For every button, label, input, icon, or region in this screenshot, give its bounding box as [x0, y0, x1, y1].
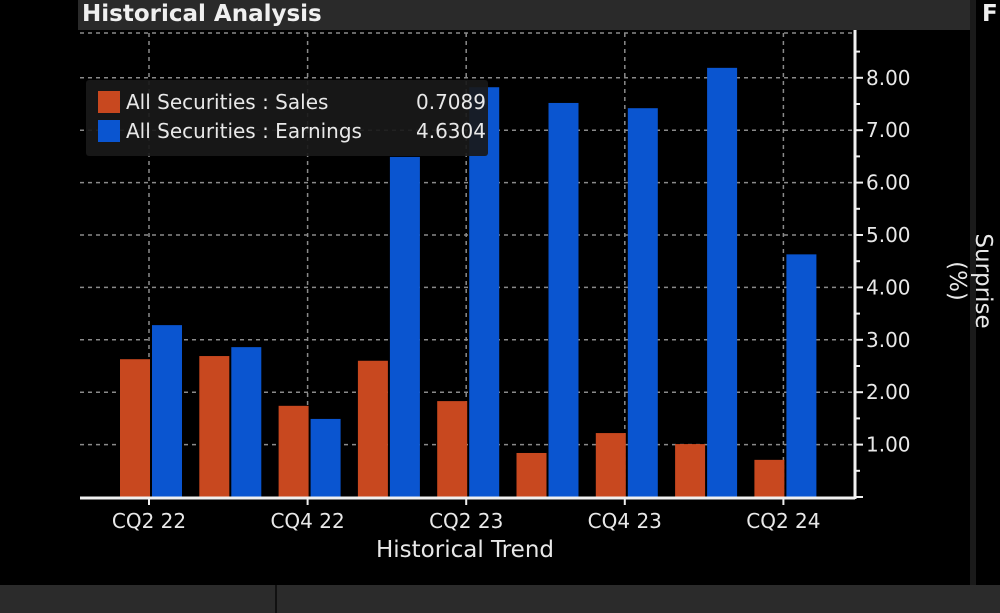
- bar-earnings-cq1-24: [707, 67, 738, 498]
- bar-earnings-cq2-22: [152, 325, 182, 497]
- y-axis-label: Surprise (%): [944, 233, 996, 329]
- y-tick-label: 1.00: [866, 433, 911, 457]
- y-tick-label: 8.00: [866, 66, 911, 90]
- x-tick-label: CQ2 24: [746, 509, 820, 533]
- x-axis-label: Historical Trend: [376, 537, 554, 563]
- bar-earnings-cq2-24: [786, 254, 817, 497]
- bar-chart: CQ2 22 CQ4 22 CQ2 23 CQ4 23 CQ2 24 1.00 2.00 3.…: [80, 30, 911, 533]
- adjacent-panel-title: F: [982, 1, 998, 27]
- legend-item-sales[interactable]: All Securities : Sales 0.7089: [98, 90, 486, 114]
- y-tick-label: 2.00: [866, 380, 911, 404]
- legend-item-earnings[interactable]: All Securities : Earnings 4.6304: [98, 119, 486, 143]
- bar-earnings-cq4-22: [310, 418, 341, 497]
- bar-sales-cq2-22: [120, 359, 150, 497]
- x-tick-label: CQ4 22: [270, 509, 344, 533]
- bottom-bar-divider: [275, 585, 277, 613]
- legend-value-sales: 0.7089: [416, 90, 486, 114]
- bar-sales-cq3-22: [199, 356, 230, 497]
- bar-sales-cq4-23: [595, 433, 626, 497]
- legend-value-earnings: 4.6304: [416, 119, 486, 143]
- x-tick-label: CQ4 23: [588, 509, 662, 533]
- legend-swatch-sales: [98, 91, 120, 113]
- bar-sales-cq2-23: [437, 401, 468, 497]
- adjacent-panel: F: [970, 0, 1000, 613]
- legend: All Securities : Sales 0.7089 All Securi…: [86, 80, 488, 156]
- y-tick-label: 4.00: [866, 275, 911, 299]
- panel-title: Historical Analysis: [82, 1, 322, 27]
- bar-sales-cq2-24: [754, 459, 785, 497]
- bar-sales-cq3-23: [516, 452, 547, 497]
- bar-sales-cq1-24: [675, 444, 706, 497]
- bar-earnings-cq3-22: [231, 347, 262, 497]
- x-tick-label: CQ2 23: [429, 509, 503, 533]
- y-tick-label: 3.00: [866, 328, 911, 352]
- bar-sales-cq1-23: [357, 360, 388, 497]
- x-tick-label: CQ2 22: [112, 509, 186, 533]
- y-tick-label: 7.00: [866, 118, 911, 142]
- bar-earnings-cq4-23: [627, 108, 658, 497]
- legend-swatch-earnings: [98, 120, 120, 142]
- bar-earnings-cq3-23: [548, 102, 579, 498]
- bottom-bar: [0, 585, 1000, 613]
- panel-title-bar: Historical Analysis: [78, 0, 970, 30]
- y-tick-label: 5.00: [866, 223, 911, 247]
- bar-earnings-cq1-23: [389, 156, 420, 497]
- legend-label-sales: All Securities : Sales: [126, 90, 329, 114]
- bar-sales-cq4-22: [278, 405, 309, 497]
- legend-label-earnings: All Securities : Earnings: [126, 119, 362, 143]
- y-tick-label: 6.00: [866, 171, 911, 195]
